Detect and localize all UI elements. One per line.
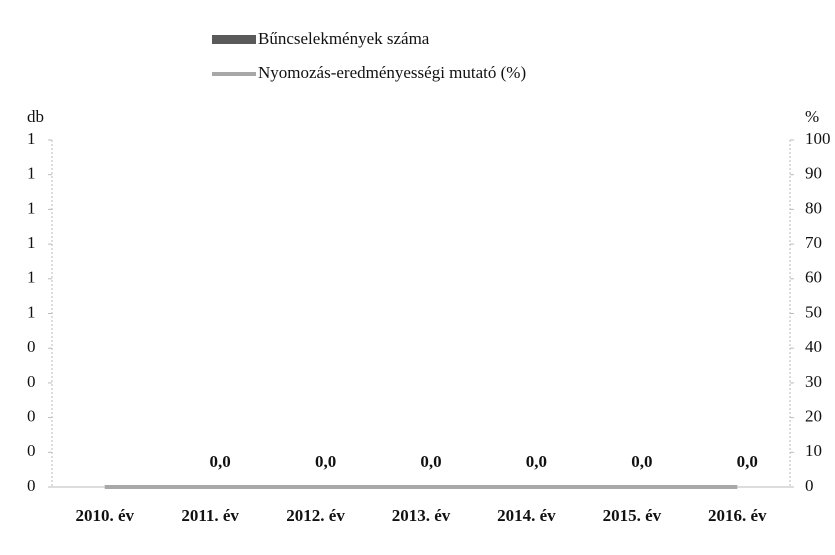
y-tick-label: 0 [27,372,36,391]
y-tick-label: 0 [27,476,36,495]
data-label: 0,0 [315,452,336,471]
y2-tick-label: 30 [805,372,822,391]
y-tick-label: 1 [27,129,36,148]
y-tick-label: 1 [27,198,36,217]
y-tick-label: 1 [27,233,36,252]
y2-tick-label: 20 [805,407,822,426]
data-label: 0,0 [526,452,547,471]
y-tick-label: 1 [27,268,36,287]
y-axis-label: db [27,107,44,126]
legend-swatch [212,35,256,44]
y2-tick-label: 90 [805,164,822,183]
y2-tick-label: 0 [805,476,814,495]
x-tick-label: 2016. év [708,506,767,525]
y2-axis-label: % [805,107,819,126]
y2-tick-label: 100 [805,129,831,148]
y-tick-label: 0 [27,407,36,426]
y2-tick-label: 80 [805,198,822,217]
x-tick-label: 2012. év [286,506,345,525]
legend-label: Nyomozás-eredményességi mutató (%) [258,63,526,82]
data-label: 0,0 [631,452,652,471]
data-label: 0,0 [210,452,231,471]
data-label: 0,0 [420,452,441,471]
y2-tick-label: 50 [805,302,822,321]
data-label: 0,0 [737,452,758,471]
y-tick-label: 0 [27,441,36,460]
x-tick-label: 2011. év [181,506,239,525]
y-tick-label: 0 [27,337,36,356]
x-tick-label: 2010. év [75,506,134,525]
y2-tick-label: 70 [805,233,822,252]
y2-tick-label: 10 [805,441,822,460]
y-tick-label: 1 [27,164,36,183]
x-tick-label: 2015. év [603,506,662,525]
y2-tick-label: 40 [805,337,822,356]
x-tick-label: 2014. év [497,506,556,525]
x-tick-label: 2013. év [392,506,451,525]
y2-tick-label: 60 [805,268,822,287]
legend-label: Bűncselekmények száma [258,29,430,48]
y-tick-label: 1 [27,302,36,321]
